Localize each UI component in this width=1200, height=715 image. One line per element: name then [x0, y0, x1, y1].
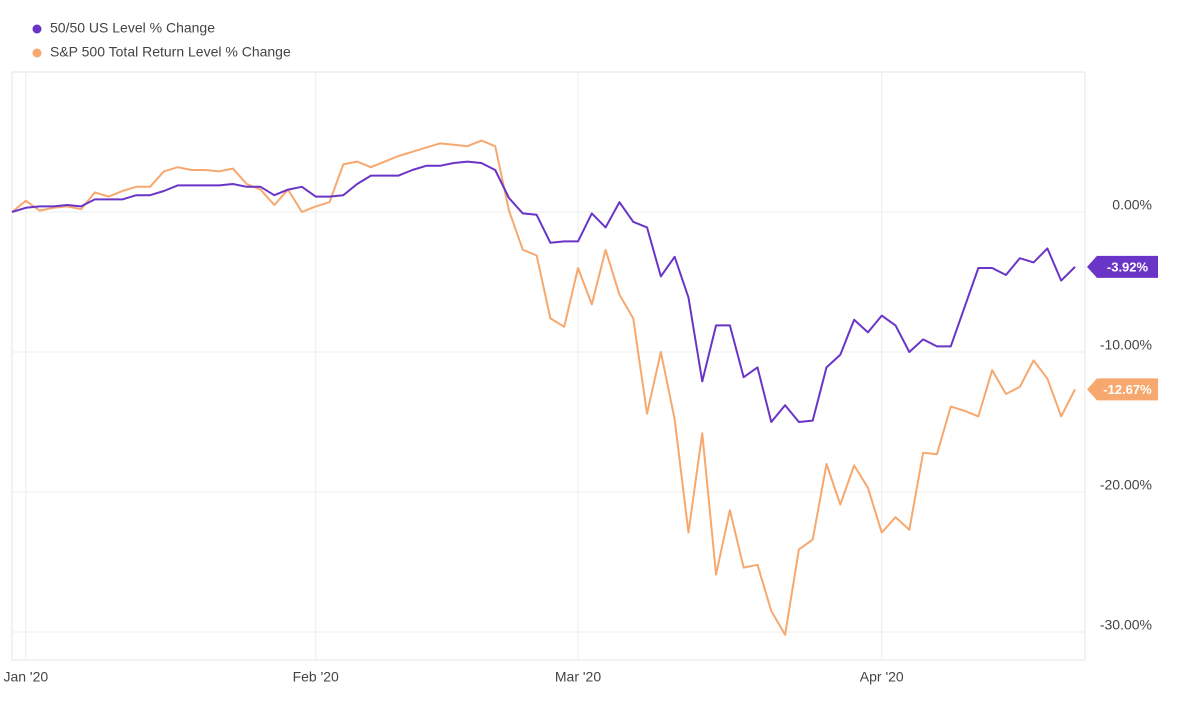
x-tick-label: Feb '20 [293, 669, 339, 685]
x-tick-label: Jan '20 [3, 669, 48, 685]
legend-label: S&P 500 Total Return Level % Change [50, 44, 291, 60]
plot-area [11, 71, 1086, 661]
legend-marker [32, 48, 42, 58]
value-tag [1087, 378, 1158, 401]
y-tick-label: -10.00% [1100, 337, 1152, 353]
value-label: -12.67% [1103, 382, 1152, 397]
series-line [11, 160, 1076, 423]
y-tick-label: -20.00% [1100, 477, 1152, 493]
value-tag [1087, 255, 1158, 278]
y-tick-label: -30.00% [1100, 617, 1152, 633]
x-tick-label: Mar '20 [555, 669, 601, 685]
value-label: -3.92% [1107, 259, 1149, 274]
legend-label: 50/50 US Level % Change [50, 20, 215, 36]
series-line [11, 139, 1076, 636]
x-tick-label: Apr '20 [860, 669, 904, 685]
y-tick-label: 0.00% [1112, 197, 1152, 213]
legend-marker [32, 24, 42, 34]
